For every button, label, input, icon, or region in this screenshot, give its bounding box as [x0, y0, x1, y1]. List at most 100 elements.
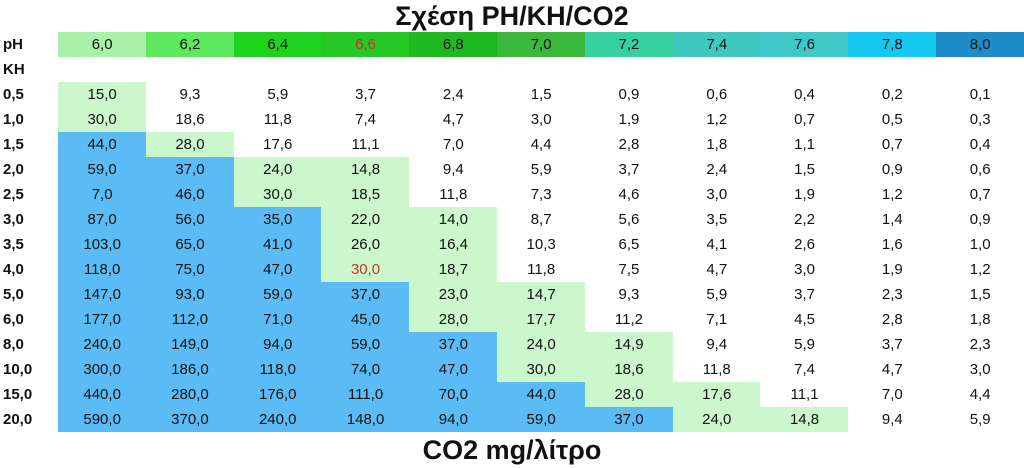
co2-value-cell: 112,0 [145, 307, 235, 332]
co2-value-cell: 3,0 [672, 182, 761, 207]
co2-value-cell: 7,3 [497, 182, 586, 207]
co2-value-cell: 1,4 [848, 207, 937, 232]
co2-value-cell: 240,0 [58, 332, 147, 357]
co2-value-cell: 5,6 [584, 207, 674, 232]
co2-value-cell: 0,9 [584, 82, 674, 107]
co2-value-cell: 7,0 [409, 132, 498, 157]
co2-value-cell: 45,0 [321, 307, 410, 332]
co2-value-cell: 24,0 [672, 407, 761, 432]
co2-value-cell: 440,0 [58, 382, 147, 407]
ph-header-cell: 6,8 [409, 32, 498, 57]
co2-value-cell: 11,8 [409, 182, 498, 207]
co2-value-cell: 18,6 [145, 107, 235, 132]
co2-value-cell: 11,2 [584, 307, 674, 332]
co2-value-cell: 1,5 [497, 82, 586, 107]
co2-value-cell: 1,2 [936, 257, 1024, 282]
co2-value-cell: 47,0 [233, 257, 322, 282]
co2-value-cell: 1,8 [672, 132, 761, 157]
co2-value-cell: 6,5 [584, 232, 674, 257]
co2-value-cell: 11,8 [672, 357, 761, 382]
co2-value-cell: 74,0 [321, 357, 410, 382]
co2-value-cell: 24,0 [497, 332, 586, 357]
co2-value-cell: 7,0 [848, 382, 937, 407]
co2-value-cell: 5,9 [233, 82, 322, 107]
co2-value-cell: 148,0 [321, 407, 410, 432]
co2-value-cell: 30,0 [321, 257, 410, 282]
kh-row-label: 20,0 [3, 411, 33, 428]
co2-value-cell: 3,0 [497, 107, 586, 132]
co2-value-cell: 7,1 [672, 307, 761, 332]
co2-value-cell: 30,0 [497, 357, 586, 382]
co2-value-cell: 3,5 [672, 207, 761, 232]
co2-value-cell: 70,0 [409, 382, 498, 407]
co2-value-cell: 147,0 [58, 282, 147, 307]
co2-value-cell: 0,6 [936, 157, 1024, 182]
co2-value-cell: 0,9 [936, 207, 1024, 232]
co2-value-cell: 2,2 [760, 207, 849, 232]
ph-header-cell: 7,8 [848, 32, 937, 57]
co2-value-cell: 93,0 [145, 282, 235, 307]
co2-value-cell: 17,6 [672, 382, 761, 407]
kh-row-label: 5,0 [3, 286, 24, 303]
co2-value-cell: 17,6 [233, 132, 322, 157]
co2-value-cell: 1,1 [760, 132, 849, 157]
co2-value-cell: 0,9 [848, 157, 937, 182]
co2-value-cell: 1,8 [936, 307, 1024, 332]
co2-value-cell: 1,9 [848, 257, 937, 282]
co2-value-cell: 1,0 [936, 232, 1024, 257]
kh-row-label: 15,0 [3, 386, 33, 403]
co2-value-cell: 370,0 [145, 407, 235, 432]
co2-value-cell: 300,0 [58, 357, 147, 382]
kh-row-label: 10,0 [3, 361, 33, 378]
kh-row-label: 6,0 [3, 311, 24, 328]
co2-value-cell: 37,0 [409, 332, 498, 357]
co2-value-cell: 37,0 [145, 157, 235, 182]
co2-value-cell: 14,7 [497, 282, 586, 307]
co2-value-cell: 118,0 [58, 257, 147, 282]
co2-value-cell: 0,6 [672, 82, 761, 107]
co2-value-cell: 4,4 [936, 382, 1024, 407]
co2-value-cell: 176,0 [233, 382, 322, 407]
co2-value-cell: 9,3 [145, 82, 235, 107]
co2-value-cell: 11,8 [497, 257, 586, 282]
co2-value-cell: 1,6 [848, 232, 937, 257]
co2-value-cell: 30,0 [233, 182, 322, 207]
co2-value-cell: 0,2 [848, 82, 937, 107]
co2-value-cell: 177,0 [58, 307, 147, 332]
co2-value-cell: 28,0 [409, 307, 498, 332]
co2-value-cell: 23,0 [409, 282, 498, 307]
co2-value-cell: 4,7 [672, 257, 761, 282]
co2-value-cell: 280,0 [145, 382, 235, 407]
co2-value-cell: 2,3 [936, 332, 1024, 357]
co2-value-cell: 87,0 [58, 207, 147, 232]
co2-value-cell: 2,3 [848, 282, 937, 307]
co2-value-cell: 0,1 [936, 82, 1024, 107]
co2-value-cell: 16,4 [409, 232, 498, 257]
kh-row-label: 1,0 [3, 111, 24, 128]
chart-title: Σχέση PH/KH/CO2 [395, 1, 629, 31]
co2-value-cell: 14,0 [409, 207, 498, 232]
co2-value-cell: 103,0 [58, 232, 147, 257]
ph-header-cell: 6,0 [58, 32, 147, 57]
co2-value-cell: 59,0 [233, 282, 322, 307]
co2-value-cell: 71,0 [233, 307, 322, 332]
kh-row-label: 3,0 [3, 211, 24, 228]
co2-value-cell: 0,5 [848, 107, 937, 132]
co2-value-cell: 2,4 [409, 82, 498, 107]
co2-value-cell: 240,0 [233, 407, 322, 432]
co2-value-cell: 9,3 [584, 282, 674, 307]
co2-value-cell: 94,0 [233, 332, 322, 357]
co2-value-cell: 3,7 [848, 332, 937, 357]
kh-row-label: 1,5 [3, 136, 24, 153]
co2-value-cell: 0,7 [760, 107, 849, 132]
co2-value-cell: 1,2 [672, 107, 761, 132]
co2-value-cell: 37,0 [321, 282, 410, 307]
ph-header-cell: 7,6 [760, 32, 849, 57]
ph-header-cell: 8,0 [936, 32, 1024, 57]
co2-value-cell: 0,7 [848, 132, 937, 157]
co2-value-cell: 5,9 [497, 157, 586, 182]
co2-value-cell: 11,1 [760, 382, 849, 407]
co2-value-cell: 65,0 [145, 232, 235, 257]
co2-value-cell: 18,7 [409, 257, 498, 282]
kh-row-label: 3,5 [3, 236, 24, 253]
